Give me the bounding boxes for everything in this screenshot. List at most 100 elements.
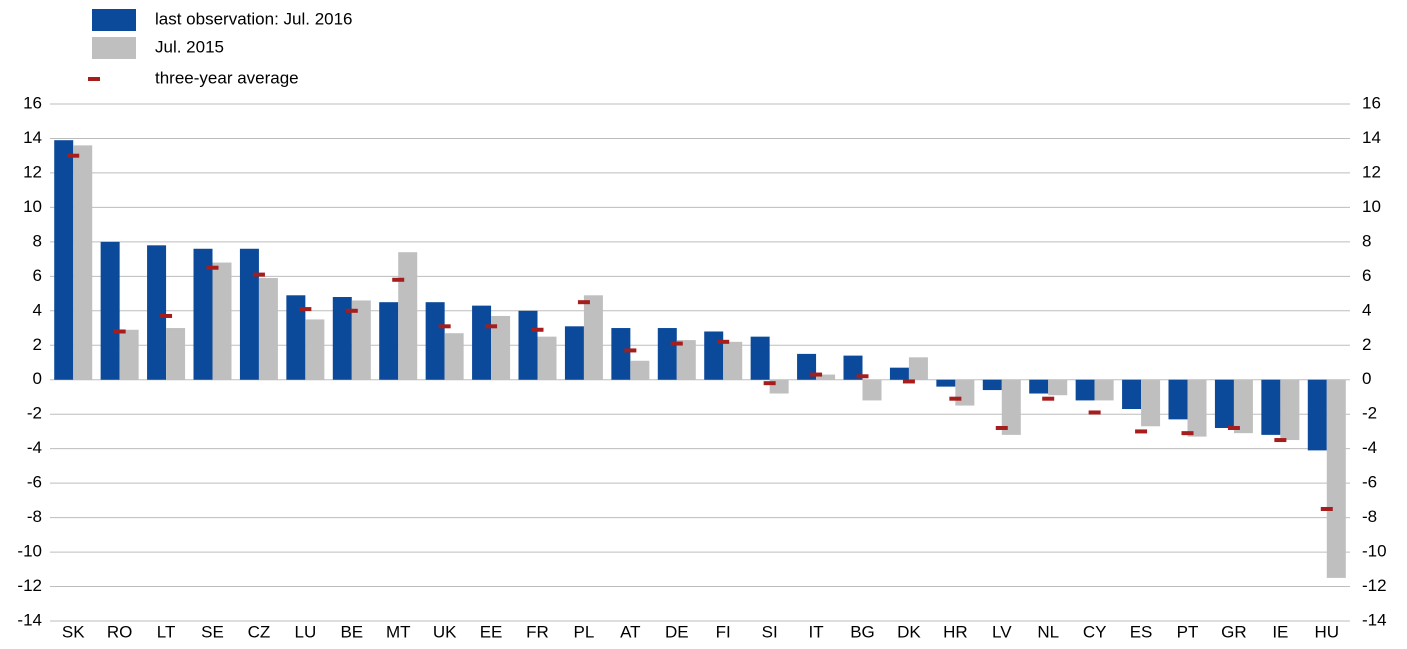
bar xyxy=(704,331,724,380)
y-tick-label: 8 xyxy=(33,231,42,250)
bar xyxy=(1122,379,1142,410)
x-tick-label: LV xyxy=(992,622,1012,641)
average-marker xyxy=(1320,506,1333,511)
bar xyxy=(583,295,603,380)
y2-tick-label: -14 xyxy=(1362,610,1387,629)
x-tick-label: LU xyxy=(294,622,316,641)
average-marker xyxy=(252,272,265,277)
x-tick-label: AT xyxy=(620,622,640,641)
bar xyxy=(723,341,743,380)
y2-tick-label: -6 xyxy=(1362,473,1377,492)
average-marker xyxy=(485,324,498,329)
bar xyxy=(564,326,584,380)
bar xyxy=(816,374,836,380)
y-tick-label: 6 xyxy=(33,266,42,285)
x-tick-label: SK xyxy=(62,622,85,641)
legend-label: Jul. 2015 xyxy=(155,37,224,56)
average-marker xyxy=(1227,425,1240,430)
bar xyxy=(1187,379,1207,437)
y2-tick-label: 0 xyxy=(1362,369,1371,388)
bar xyxy=(73,145,93,380)
bar xyxy=(630,360,650,380)
y2-tick-label: 4 xyxy=(1362,300,1371,319)
bar xyxy=(750,336,770,380)
x-tick-label: SE xyxy=(201,622,224,641)
bar xyxy=(1214,379,1234,428)
bar xyxy=(982,379,1002,391)
y2-tick-label: -4 xyxy=(1362,438,1377,457)
bar xyxy=(491,315,511,380)
bar xyxy=(119,329,139,380)
bar xyxy=(258,278,278,380)
bar xyxy=(611,328,631,380)
x-tick-label: CZ xyxy=(248,622,271,641)
y-tick-label: 0 xyxy=(33,369,42,388)
average-marker xyxy=(345,308,358,313)
y-tick-label: -6 xyxy=(27,473,42,492)
bar xyxy=(1141,379,1161,427)
average-marker xyxy=(299,307,312,312)
bar xyxy=(1075,379,1095,401)
y2-tick-label: -12 xyxy=(1362,576,1387,595)
x-tick-label: SI xyxy=(762,622,778,641)
average-marker xyxy=(717,339,730,344)
bar xyxy=(862,379,882,401)
bar xyxy=(936,379,956,387)
bar xyxy=(1094,379,1114,401)
y2-tick-label: -10 xyxy=(1362,542,1387,561)
bar xyxy=(1280,379,1300,441)
x-tick-label: IE xyxy=(1272,622,1288,641)
x-tick-label: RO xyxy=(107,622,133,641)
legend-label: three-year average xyxy=(155,68,299,87)
bar xyxy=(1029,379,1049,394)
x-tick-label: DE xyxy=(665,622,689,641)
average-marker xyxy=(1274,438,1287,443)
y-tick-label: 14 xyxy=(23,128,42,147)
y-tick-label: -12 xyxy=(17,576,42,595)
y-tick-label: -10 xyxy=(17,542,42,561)
bar xyxy=(1001,379,1021,435)
x-tick-label: BE xyxy=(340,622,363,641)
x-tick-label: GR xyxy=(1221,622,1247,641)
legend-swatch xyxy=(88,77,100,81)
x-tick-label: HR xyxy=(943,622,968,641)
y2-tick-label: 2 xyxy=(1362,335,1371,354)
x-tick-label: NL xyxy=(1037,622,1059,641)
bar xyxy=(166,328,186,380)
average-marker xyxy=(392,277,405,282)
bar xyxy=(54,140,74,380)
x-tick-label: EE xyxy=(480,622,503,641)
y2-tick-label: 10 xyxy=(1362,197,1381,216)
average-marker xyxy=(206,265,219,270)
bar xyxy=(444,333,464,380)
y2-tick-label: 12 xyxy=(1362,162,1381,181)
average-marker xyxy=(670,341,683,346)
y2-tick-label: 14 xyxy=(1362,128,1381,147)
x-tick-label: MT xyxy=(386,622,411,641)
bar xyxy=(537,336,557,380)
x-tick-label: CY xyxy=(1083,622,1107,641)
x-tick-label: FR xyxy=(526,622,549,641)
y2-tick-label: 6 xyxy=(1362,266,1371,285)
bar xyxy=(657,328,677,380)
bar xyxy=(379,302,399,380)
y-tick-label: 16 xyxy=(23,93,42,112)
average-marker xyxy=(949,396,962,401)
y-tick-label: 4 xyxy=(33,300,42,319)
bar xyxy=(1307,379,1327,451)
y-tick-label: 12 xyxy=(23,162,42,181)
bar xyxy=(305,319,325,380)
x-tick-label: PL xyxy=(574,622,595,641)
bar xyxy=(332,297,352,380)
x-tick-label: HU xyxy=(1315,622,1340,641)
average-marker xyxy=(902,379,915,384)
y2-tick-label: 16 xyxy=(1362,93,1381,112)
y2-tick-label: -2 xyxy=(1362,404,1377,423)
y-tick-label: -14 xyxy=(17,610,42,629)
legend-swatch xyxy=(92,9,136,31)
bar xyxy=(676,340,696,380)
bar xyxy=(351,300,371,380)
average-marker xyxy=(1181,431,1194,436)
bar xyxy=(908,357,928,380)
